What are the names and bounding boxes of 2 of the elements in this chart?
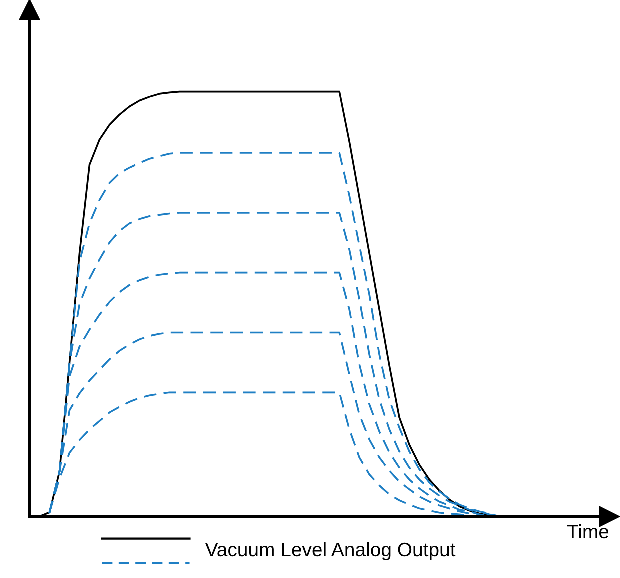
legend-label: Vacuum Level Analog Output bbox=[205, 542, 456, 560]
x-axis-title: Time bbox=[567, 524, 609, 539]
